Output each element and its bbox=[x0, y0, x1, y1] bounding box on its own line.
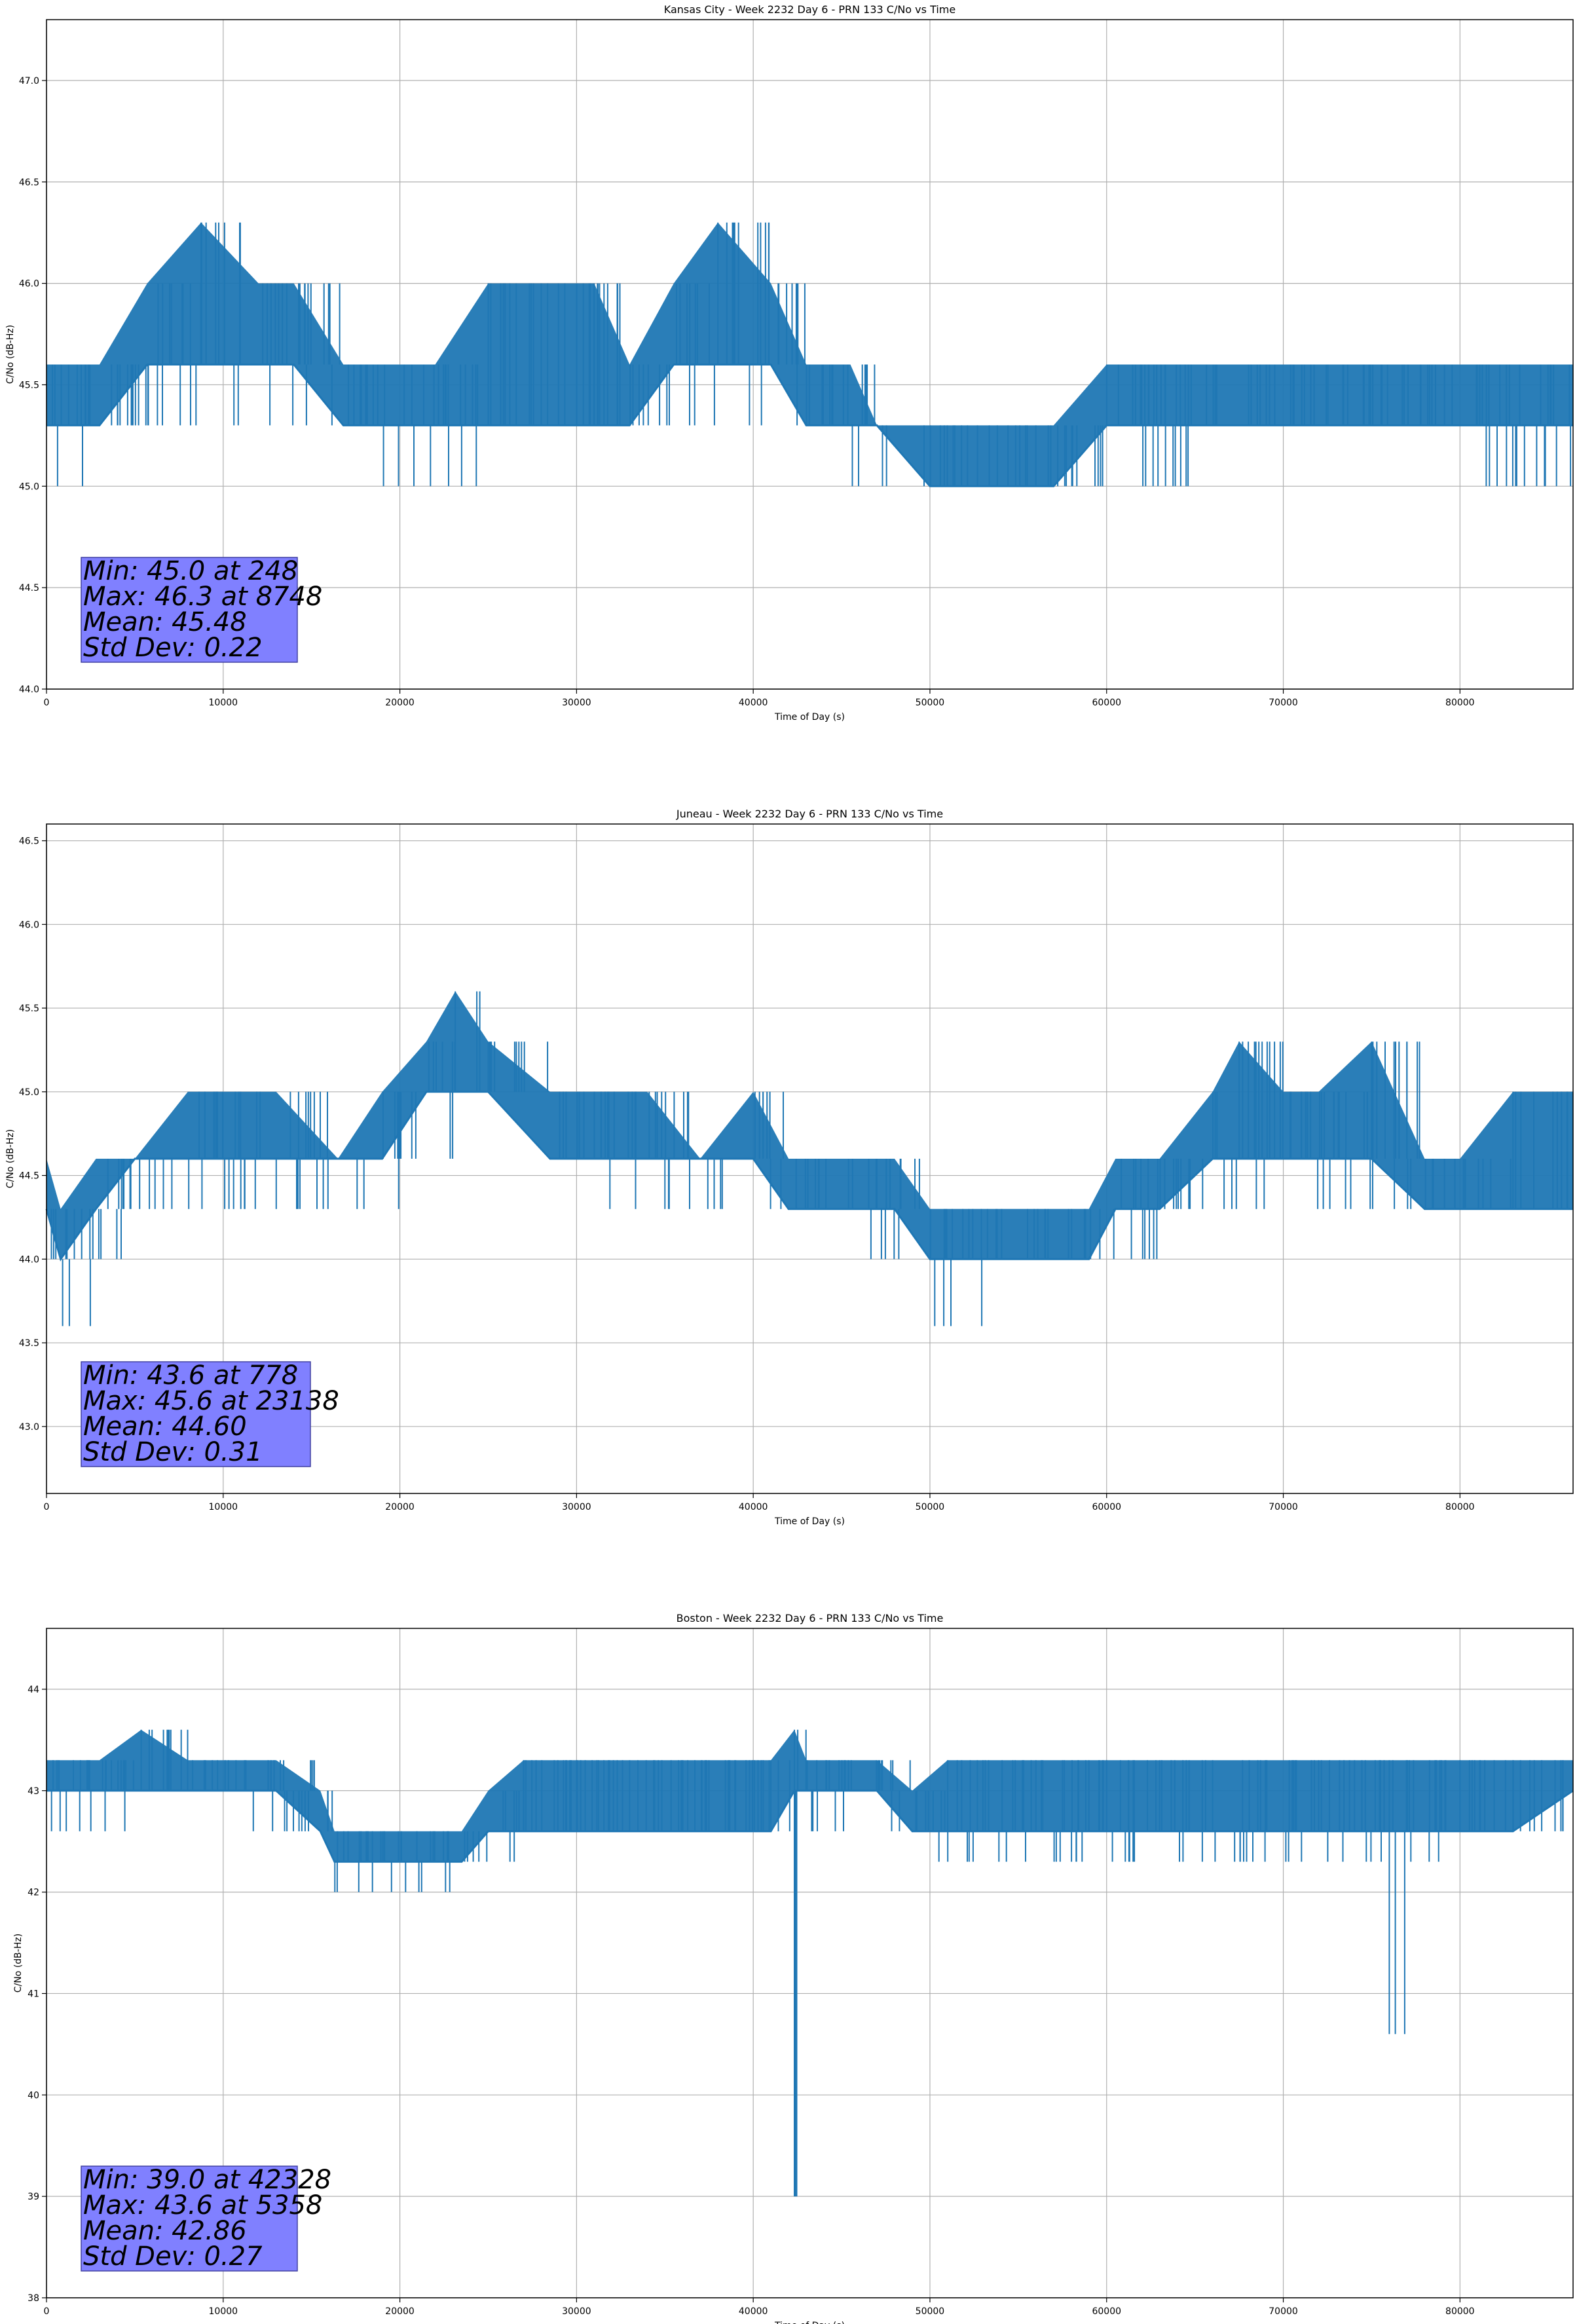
y-tick-label: 46.0 bbox=[19, 920, 39, 930]
x-tick-label: 50000 bbox=[916, 2306, 945, 2317]
y-axis-label: C/No (dB-Hz) bbox=[5, 325, 16, 384]
y-tick-label: 43.0 bbox=[19, 1422, 39, 1433]
stats-line: Min: 43.6 at 778 bbox=[83, 1360, 298, 1391]
x-tick-label: 50000 bbox=[916, 1502, 945, 1512]
x-tick-label: 0 bbox=[44, 1502, 50, 1512]
chart-panel: 0 10000 20000 30000 40000 50000 60000 70000 8000… bbox=[5, 808, 1574, 1527]
x-tick-label: 10000 bbox=[209, 2306, 238, 2317]
y-tick-label: 44.0 bbox=[19, 684, 39, 695]
y-tick-label: 40 bbox=[28, 2090, 39, 2101]
y-tick-label: 41 bbox=[28, 1989, 39, 1999]
series-band bbox=[46, 1729, 1573, 1862]
series-line bbox=[45, 1091, 1573, 1262]
x-tick-label: 50000 bbox=[916, 698, 945, 708]
y-tick-label: 44.5 bbox=[19, 1171, 39, 1182]
x-tick-label: 30000 bbox=[562, 2306, 591, 2317]
y-tick-label: 44 bbox=[28, 1685, 39, 1695]
y-tick-label: 46.5 bbox=[19, 836, 39, 847]
stats-line: Std Dev: 0.27 bbox=[83, 2241, 263, 2272]
stats-box-background bbox=[81, 1361, 311, 1467]
stats-box-background bbox=[81, 2165, 298, 2272]
x-axis-label: Time of Day (s) bbox=[774, 1516, 845, 1527]
x-tick-label: 10000 bbox=[209, 1502, 238, 1512]
y-tick-label: 45.0 bbox=[19, 481, 39, 492]
x-tick-label: 80000 bbox=[1445, 2306, 1475, 2317]
chart-title: Kansas City - Week 2232 Day 6 - PRN 133 … bbox=[664, 3, 955, 16]
y-axis-label: C/No (dB-Hz) bbox=[13, 1934, 24, 1993]
y-tick-label: 45.5 bbox=[19, 380, 39, 390]
x-tick-label: 40000 bbox=[739, 1502, 768, 1512]
y-tick-label: 45.5 bbox=[19, 1003, 39, 1014]
stats-line: Std Dev: 0.31 bbox=[83, 1437, 263, 1467]
stats-line: Std Dev: 0.22 bbox=[83, 633, 263, 663]
y-tick-label: 44.0 bbox=[19, 1254, 39, 1265]
stats-line: Mean: 42.86 bbox=[83, 2216, 247, 2246]
series-line bbox=[46, 1790, 1574, 1863]
x-axis-label: Time of Day (s) bbox=[774, 712, 845, 722]
y-tick-label: 47.0 bbox=[19, 76, 39, 86]
y-tick-label: 43 bbox=[28, 1786, 39, 1797]
stats-line: Min: 39.0 at 42328 bbox=[83, 2165, 331, 2195]
series-line bbox=[46, 364, 1573, 487]
x-tick-label: 30000 bbox=[562, 698, 591, 708]
y-tick-label: 43.5 bbox=[19, 1338, 39, 1349]
x-tick-label: 60000 bbox=[1092, 2306, 1121, 2317]
x-tick-label: 70000 bbox=[1269, 2306, 1298, 2317]
x-tick-label: 60000 bbox=[1092, 1502, 1121, 1512]
stats-line: Max: 43.6 at 5358 bbox=[83, 2190, 322, 2221]
stats-box-background bbox=[81, 557, 298, 663]
x-tick-label: 0 bbox=[44, 698, 50, 708]
x-tick-label: 40000 bbox=[739, 698, 768, 708]
axes-frame bbox=[46, 19, 1574, 690]
axes-frame bbox=[46, 1628, 1574, 2298]
y-tick-label: 46.0 bbox=[19, 279, 39, 290]
stats-line: Max: 45.6 at 23138 bbox=[83, 1386, 339, 1416]
y-tick-label: 39 bbox=[28, 2192, 39, 2202]
x-tick-label: 70000 bbox=[1269, 1502, 1298, 1512]
chart-panel: 0 10000 20000 30000 40000 50000 60000 70000 8000… bbox=[5, 3, 1574, 722]
axes-frame bbox=[46, 823, 1574, 1494]
x-tick-label: 10000 bbox=[209, 698, 238, 708]
y-axis-label: C/No (dB-Hz) bbox=[5, 1129, 16, 1188]
x-tick-label: 60000 bbox=[1092, 698, 1121, 708]
x-tick-label: 20000 bbox=[385, 2306, 415, 2317]
stats-line: Max: 46.3 at 8748 bbox=[83, 582, 322, 612]
x-tick-label: 70000 bbox=[1269, 698, 1298, 708]
x-tick-label: 20000 bbox=[385, 1502, 415, 1512]
stats-line: Mean: 44.60 bbox=[83, 1412, 247, 1442]
stats-line: Min: 45.0 at 248 bbox=[83, 556, 298, 586]
stats-line: Mean: 45.48 bbox=[83, 607, 247, 637]
x-tick-label: 0 bbox=[44, 2306, 50, 2317]
x-tick-label: 80000 bbox=[1445, 698, 1475, 708]
y-tick-label: 38 bbox=[28, 2293, 39, 2304]
x-tick-label: 40000 bbox=[739, 2306, 768, 2317]
y-tick-label: 45.0 bbox=[19, 1087, 39, 1098]
chart-title: Juneau - Week 2232 Day 6 - PRN 133 C/No … bbox=[676, 808, 943, 820]
y-tick-label: 44.5 bbox=[19, 583, 39, 593]
x-axis-label: Time of Day (s) bbox=[774, 2321, 845, 2324]
x-tick-label: 80000 bbox=[1445, 1502, 1475, 1512]
x-tick-label: 20000 bbox=[385, 698, 415, 708]
series-band bbox=[46, 991, 1573, 1260]
y-tick-label: 46.5 bbox=[19, 178, 39, 188]
chart-panel: 0 10000 20000 30000 40000 50000 60000 70000 8000… bbox=[13, 1612, 1574, 2324]
x-tick-label: 30000 bbox=[562, 1502, 591, 1512]
chart-title: Boston - Week 2232 Day 6 - PRN 133 C/No … bbox=[677, 1612, 944, 1624]
y-tick-label: 42 bbox=[28, 1888, 39, 1898]
